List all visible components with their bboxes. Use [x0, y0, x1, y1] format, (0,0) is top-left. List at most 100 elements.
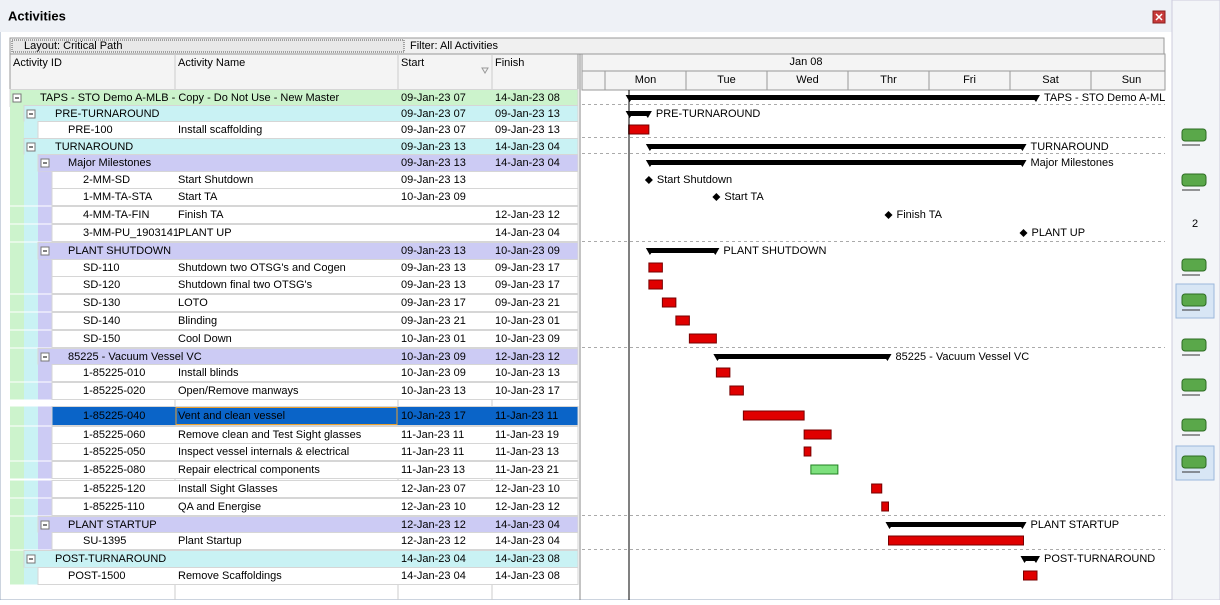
activity-name: Install Sight Glasses [178, 483, 278, 495]
activity-bar[interactable] [881, 501, 889, 512]
activity-bar[interactable] [688, 333, 717, 344]
tool-button[interactable] [1181, 338, 1207, 352]
summary-bar [648, 248, 717, 253]
indent-band [24, 406, 38, 426]
milestone-label: Start TA [724, 191, 764, 203]
tool-button[interactable] [1181, 258, 1207, 272]
milestone-label: Finish TA [897, 209, 943, 221]
start-date: 12-Jan-23 12 [401, 519, 466, 531]
activity-row[interactable] [51, 461, 579, 479]
day-label: Sat [1042, 74, 1059, 86]
finish-date: 09-Jan-23 21 [495, 297, 560, 309]
summary-label: PLANT STARTUP [1031, 519, 1120, 531]
activity-row[interactable] [51, 443, 579, 461]
activity-bar[interactable] [648, 279, 663, 290]
summary-bar [888, 522, 1024, 527]
activity-bar[interactable] [675, 315, 690, 326]
layout-label: Layout: Critical Path [24, 40, 122, 52]
activity-bar[interactable] [628, 124, 650, 135]
indent-band [38, 330, 52, 348]
activity-row[interactable] [51, 188, 579, 206]
activity-row[interactable] [51, 480, 579, 498]
activity-bar[interactable] [803, 446, 812, 457]
milestone [712, 193, 721, 201]
indent-band [10, 294, 24, 312]
milestone-label: Start Shutdown [657, 174, 732, 186]
filter-label: Filter: All Activities [410, 40, 499, 52]
finish-date: 12-Jan-23 12 [495, 351, 560, 363]
indent-band [24, 330, 38, 348]
activity-name: Remove clean and Test Sight glasses [178, 429, 362, 441]
activity-bar[interactable] [803, 429, 832, 440]
activity-bar[interactable] [810, 464, 839, 475]
column-title: Activity Name [178, 57, 245, 69]
wbs-name: TURNAROUND [55, 141, 133, 153]
activity-row[interactable] [51, 382, 579, 400]
indent-band [10, 121, 24, 139]
start-date: 09-Jan-23 13 [401, 174, 466, 186]
indent-band [38, 364, 52, 382]
activity-row[interactable] [37, 567, 579, 585]
finish-date: 10-Jan-23 09 [495, 333, 560, 345]
finish-date: 10-Jan-23 09 [495, 245, 560, 257]
activity-row[interactable] [51, 498, 579, 516]
activity-bar[interactable] [648, 262, 663, 273]
wbs-name: PLANT STARTUP [68, 519, 157, 531]
tool-button[interactable] [1181, 418, 1207, 432]
activity-row[interactable] [51, 330, 579, 348]
tool-button[interactable] [1181, 128, 1207, 142]
activity-bar[interactable] [1023, 570, 1038, 581]
summary-bar [1023, 556, 1037, 561]
activity-row[interactable] [51, 406, 579, 426]
milestone-label: PLANT UP [1032, 227, 1086, 239]
activity-name: Remove Scaffoldings [178, 570, 282, 582]
start-date: 10-Jan-23 09 [401, 351, 466, 363]
indent-band [10, 206, 24, 224]
activity-row[interactable] [51, 171, 579, 189]
activity-id: 1-85225-120 [83, 483, 145, 495]
indent-band [38, 312, 52, 330]
activity-row[interactable] [51, 206, 579, 224]
activity-bar[interactable] [715, 367, 731, 378]
indent-band [10, 406, 24, 426]
finish-date: 14-Jan-23 08 [495, 92, 560, 104]
start-date: 09-Jan-23 07 [401, 124, 466, 136]
activity-id: 1-85225-050 [83, 446, 145, 458]
side-count: 2 [1192, 218, 1198, 230]
start-date: 09-Jan-23 13 [401, 245, 466, 257]
start-date: 11-Jan-23 11 [401, 429, 464, 441]
activity-row[interactable] [51, 276, 579, 294]
start-date: 14-Jan-23 04 [401, 570, 466, 582]
indent-band [38, 224, 52, 242]
tool-button[interactable] [1181, 173, 1207, 187]
start-date: 09-Jan-23 07 [401, 92, 466, 104]
start-date: 09-Jan-23 17 [401, 297, 466, 309]
activity-row[interactable] [51, 364, 579, 382]
layout-button[interactable] [11, 39, 405, 53]
activity-row[interactable] [51, 312, 579, 330]
activity-bar[interactable] [871, 483, 883, 494]
start-date: 10-Jan-23 09 [401, 367, 466, 379]
finish-date: 11-Jan-23 19 [495, 429, 559, 441]
activity-bar[interactable] [661, 297, 677, 308]
start-date: 10-Jan-23 09 [401, 191, 466, 203]
tool-button[interactable] [1181, 293, 1207, 307]
indent-band [24, 312, 38, 330]
activity-name: Shutdown final two OTSG's [178, 279, 313, 291]
activity-row[interactable] [51, 532, 579, 550]
activity-bar[interactable] [729, 385, 744, 396]
finish-date: 10-Jan-23 17 [495, 385, 560, 397]
indent-band [10, 516, 24, 534]
activity-id: 1-85225-060 [83, 429, 145, 441]
activity-bar[interactable] [742, 410, 805, 421]
activity-row[interactable] [51, 224, 579, 242]
tool-button[interactable] [1181, 378, 1207, 392]
activity-row[interactable] [51, 294, 579, 312]
tool-button[interactable] [1181, 455, 1207, 469]
indent-band [24, 242, 38, 260]
title-bar [0, 0, 1172, 32]
indent-band [24, 188, 38, 206]
indent-band [38, 259, 52, 277]
activity-bar[interactable] [888, 535, 1024, 546]
